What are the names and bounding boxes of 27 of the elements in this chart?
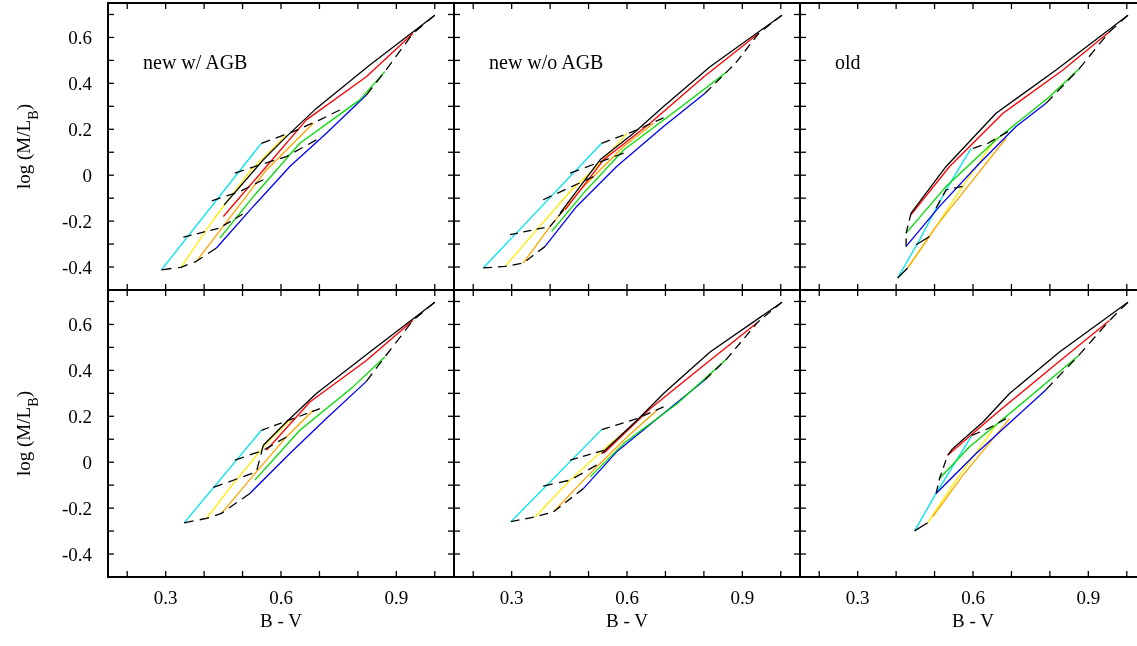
y-tick-label: 0.6	[68, 314, 92, 336]
x-tick-label: 0.6	[269, 587, 293, 608]
x-tick-label: 0.6	[615, 587, 639, 608]
y-tick-label: 0.2	[68, 118, 92, 140]
annotation: old	[835, 51, 861, 73]
x-tick-label: 0.3	[845, 587, 870, 608]
x-axis-title: B - V	[260, 610, 303, 631]
x-axis-title: B - V	[606, 610, 649, 631]
y-tick-label: -0.2	[61, 497, 92, 519]
y-tick-label: 0.4	[68, 360, 93, 382]
y-tick-label: -0.4	[61, 543, 93, 565]
annotation: new w/ AGB	[143, 51, 248, 73]
y-tick-label: 0.6	[68, 27, 92, 49]
annotation: new w/o AGB	[489, 51, 604, 73]
x-tick-label: 0.9	[384, 587, 409, 608]
x-tick-label: 0.3	[153, 587, 178, 608]
y-tick-label: -0.2	[61, 210, 92, 232]
x-tick-label: 0.3	[499, 587, 524, 608]
x-axis-title: B - V	[952, 610, 995, 631]
x-tick-label: 0.9	[730, 587, 755, 608]
x-tick-label: 0.9	[1076, 587, 1101, 608]
y-tick-label: 0.2	[68, 405, 92, 427]
y-tick-label: -0.4	[61, 256, 93, 278]
y-tick-label: 0	[82, 451, 92, 473]
y-tick-label: 0.4	[68, 73, 93, 95]
y-tick-label: 0	[82, 164, 92, 186]
x-tick-label: 0.6	[961, 587, 985, 608]
